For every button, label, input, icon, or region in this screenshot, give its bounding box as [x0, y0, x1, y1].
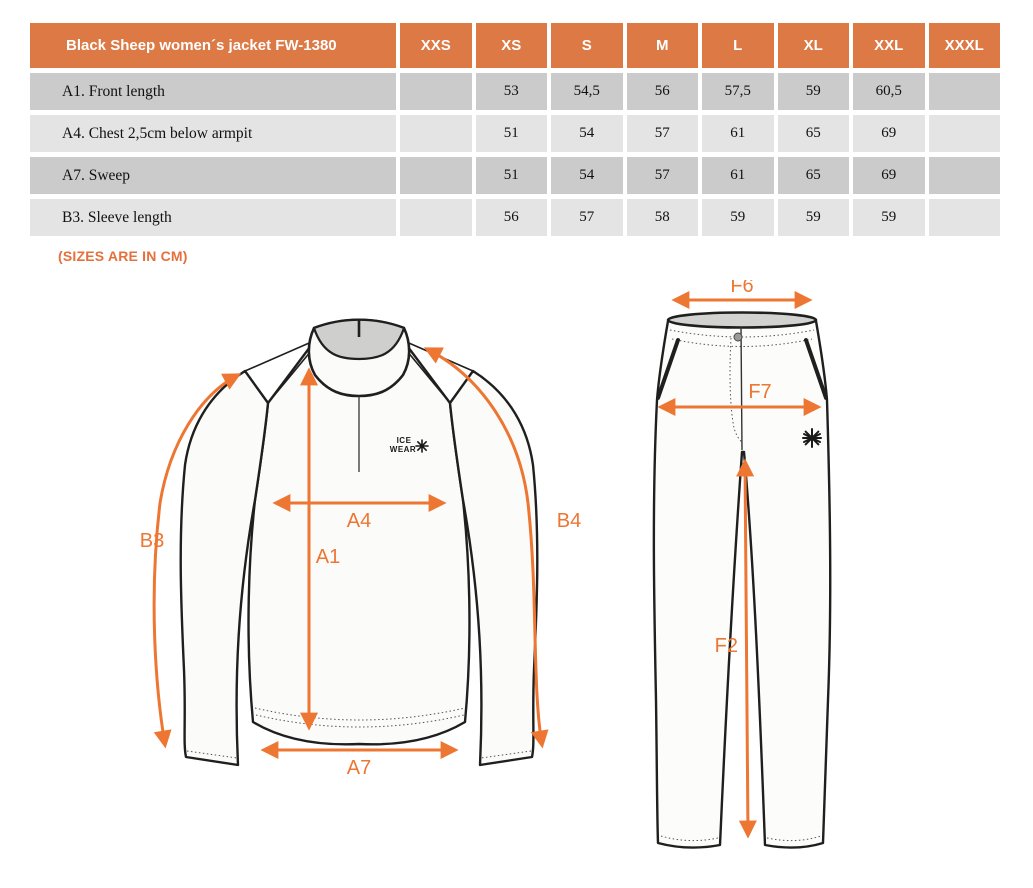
size-value-cell [400, 115, 472, 152]
jacket-cuff-stitch [186, 750, 238, 759]
size-value-cell: 58 [626, 199, 698, 236]
measure-label-a4: A4 [347, 510, 371, 532]
size-value-cell: 59 [777, 73, 849, 110]
measure-label-a1: A1 [316, 546, 340, 568]
size-table: Black Sheep women´s jacket FW-1380 XXS X… [26, 18, 1004, 241]
table-header-row: Black Sheep women´s jacket FW-1380 XXS X… [30, 23, 1000, 68]
table-row: A4. Chest 2,5cm below armpit 51 54 57 61 65 69 [30, 115, 1000, 152]
jacket-diagram: ICE WEAR A1 A4 A7 B3 B4 [140, 318, 581, 779]
jacket-logo-line2: WEAR [390, 445, 416, 454]
size-table-wrap: Black Sheep women´s jacket FW-1380 XXS X… [26, 18, 1004, 241]
pants-button [733, 332, 743, 342]
size-value-cell: 59 [853, 199, 925, 236]
measure-label-b3: B3 [140, 530, 164, 552]
pants-left-pocket [656, 338, 680, 400]
jacket-cuff-stitch [480, 750, 532, 759]
size-value-cell [928, 73, 1000, 110]
size-value-cell: 57 [626, 157, 698, 194]
size-value-cell: 54,5 [551, 73, 623, 110]
size-value-cell: 65 [777, 157, 849, 194]
measure-label-f7: F7 [748, 381, 771, 403]
pants-fly-stitch [729, 337, 743, 443]
measure-arrow-f2 [736, 458, 757, 839]
row-label: A7. Sweep [30, 157, 396, 194]
row-label: A1. Front length [30, 73, 396, 110]
row-label: A4. Chest 2,5cm below armpit [30, 115, 396, 152]
col-xxl: XXL [853, 23, 925, 68]
size-value-cell: 60,5 [853, 73, 925, 110]
size-value-cell: 53 [475, 73, 547, 110]
size-value-cell: 51 [475, 115, 547, 152]
jacket-hem-stitch [255, 714, 465, 728]
table-row: B3. Sleeve length 56 57 58 59 59 59 [30, 199, 1000, 236]
size-value-cell: 57,5 [702, 73, 774, 110]
measure-label-f2: F2 [715, 635, 738, 657]
size-value-cell: 57 [626, 115, 698, 152]
measure-label-f6: F6 [730, 280, 753, 297]
size-value-cell [928, 199, 1000, 236]
size-value-cell: 69 [853, 157, 925, 194]
pants-waistband-stitch [671, 338, 813, 347]
measure-arrow-b4 [423, 347, 549, 749]
size-value-cell: 61 [702, 157, 774, 194]
col-m: M [626, 23, 698, 68]
size-value-cell: 54 [551, 115, 623, 152]
size-value-cell [400, 73, 472, 110]
pants-snowflake-icon [802, 428, 822, 448]
col-l: L [702, 23, 774, 68]
pants-hem-stitch [660, 835, 719, 842]
pants-diagram: F6 F7 F2 [652, 280, 832, 849]
size-value-cell [928, 115, 1000, 152]
sizes-note: (SIZES ARE IN CM) [58, 248, 188, 264]
size-value-cell [400, 199, 472, 236]
size-value-cell: 65 [777, 115, 849, 152]
col-xs: XS [475, 23, 547, 68]
col-xl: XL [777, 23, 849, 68]
measure-label-a7: A7 [347, 757, 371, 779]
size-value-cell: 59 [777, 199, 849, 236]
pants-waist-opening [666, 311, 818, 329]
size-value-cell [928, 157, 1000, 194]
jacket-snowflake-icon [415, 439, 429, 453]
size-value-cell: 54 [551, 157, 623, 194]
size-value-cell: 59 [702, 199, 774, 236]
table-row: A1. Front length 53 54,5 56 57,5 59 60,5 [30, 73, 1000, 110]
size-value-cell: 56 [626, 73, 698, 110]
size-value-cell [400, 157, 472, 194]
jacket-collar-inside [312, 318, 406, 361]
col-s: S [551, 23, 623, 68]
jacket-logo-line1: ICE [397, 436, 412, 445]
table-row: A7. Sweep 51 54 57 61 65 69 [30, 157, 1000, 194]
size-value-cell: 51 [475, 157, 547, 194]
measure-label-b4: B4 [557, 510, 581, 532]
size-value-cell: 61 [702, 115, 774, 152]
size-value-cell: 69 [853, 115, 925, 152]
col-xxxl: XXXL [928, 23, 1000, 68]
row-label: B3. Sleeve length [30, 199, 396, 236]
pants-fly-seam [740, 326, 743, 451]
size-table-rows: A1. Front length 53 54,5 56 57,5 59 60,5 A4. Ch… [30, 73, 1000, 236]
size-value-cell: 56 [475, 199, 547, 236]
pants-right-pocket [804, 338, 828, 400]
table-title: Black Sheep women´s jacket FW-1380 [30, 23, 396, 68]
measure-arrow-b3 [152, 373, 242, 749]
pants-hem-stitch [766, 835, 822, 842]
col-xxs: XXS [400, 23, 472, 68]
size-value-cell: 57 [551, 199, 623, 236]
